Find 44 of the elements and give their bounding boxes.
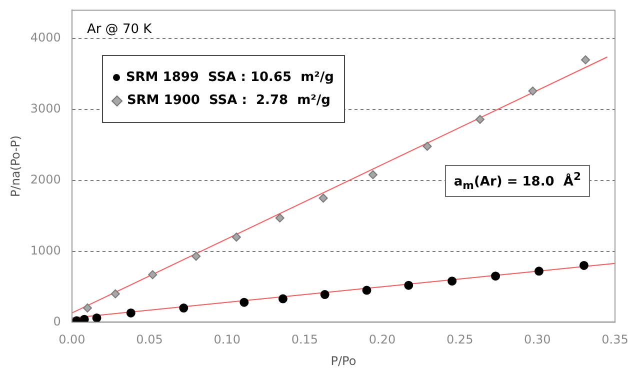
point <box>92 313 102 322</box>
legend-label: SRM 1900 SSA : 2.78 m²/g <box>126 93 330 108</box>
point <box>275 213 284 222</box>
point <box>362 286 372 295</box>
point <box>579 260 588 270</box>
x-tick-label: 0.35 <box>602 332 628 347</box>
point <box>232 232 241 242</box>
point <box>126 308 136 318</box>
point <box>320 290 330 300</box>
y-tick-label: 4000 <box>30 30 61 45</box>
annotation: a$_{m}$(Ar) = 18.0 Å$^{2}$ <box>444 165 590 198</box>
y-axis-title: P/na(Po-P) <box>8 135 22 197</box>
point <box>82 304 92 313</box>
y-tick-label: 2000 <box>30 172 61 187</box>
x-tick-label: 0.20 <box>368 332 396 347</box>
legend-label: SRM 1899 SSA : 10.65 m²/g <box>126 70 334 86</box>
point <box>192 252 201 261</box>
x-tick-label: 0.05 <box>136 332 163 347</box>
x-tick-label: 0.30 <box>524 332 551 347</box>
point <box>491 272 500 281</box>
point <box>534 266 544 276</box>
x-tick-label: 0.15 <box>291 332 318 347</box>
point <box>368 170 378 180</box>
point <box>179 304 188 313</box>
point <box>240 298 249 307</box>
point <box>148 270 158 280</box>
x-tick-label: 0.25 <box>446 332 474 347</box>
y-tick-label: 0 <box>53 314 61 328</box>
point <box>278 294 288 304</box>
point <box>528 86 538 96</box>
point <box>448 276 457 286</box>
point <box>80 314 89 322</box>
x-axis-title: P/Po <box>330 354 356 368</box>
annotation: Ar @ 70 K <box>86 22 152 38</box>
point <box>581 55 590 64</box>
y-tick-label: 1000 <box>30 243 61 258</box>
x-tick-label: 0.10 <box>214 332 240 347</box>
point <box>476 114 485 124</box>
point <box>318 194 328 203</box>
point <box>110 289 120 298</box>
point <box>404 280 414 290</box>
x-tick-label: 0.00 <box>58 332 86 347</box>
y-tick-label: 3000 <box>30 102 61 116</box>
point <box>422 142 432 151</box>
